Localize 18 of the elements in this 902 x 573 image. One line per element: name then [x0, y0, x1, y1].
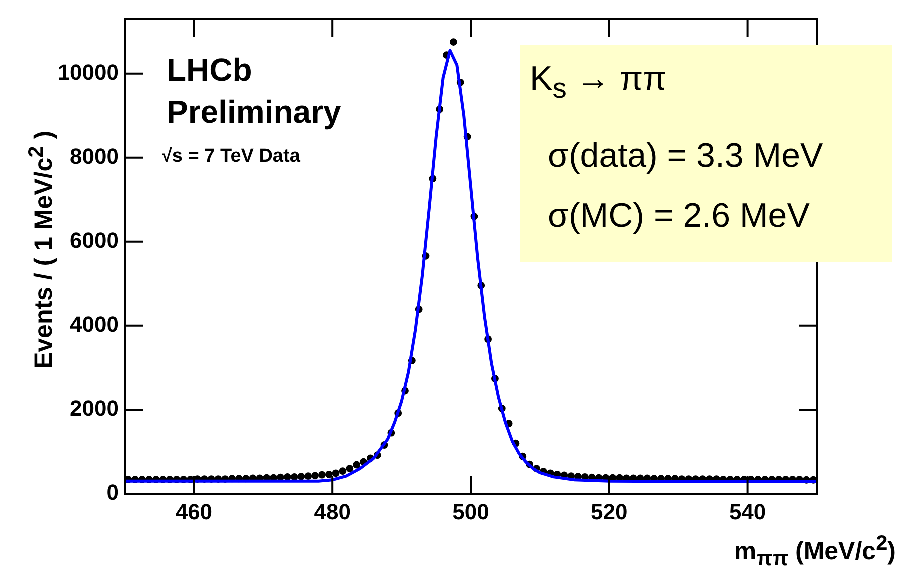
annotation: σ(MC) = 2.6 MeV [548, 197, 810, 236]
y-tick-label: 4000 [70, 312, 119, 337]
x-tick-label: 500 [452, 499, 490, 524]
x-tick-label: 540 [729, 499, 766, 524]
annotation: Preliminary [167, 94, 342, 131]
annotation: K$_{s}$ → ππ [530, 60, 667, 106]
x-tick-label: 520 [591, 499, 628, 524]
y-tick-label: 0 [106, 480, 119, 506]
y-tick-label: 10000 [58, 60, 119, 85]
y-tick-label: 8000 [70, 144, 119, 169]
y-tick-label: 6000 [70, 228, 119, 253]
annotation: LHCb [167, 52, 252, 89]
y-tick-label: 2000 [70, 396, 119, 422]
x-tick-label: 460 [176, 499, 213, 524]
annotation: σ(data) = 3.3 MeV [548, 137, 824, 176]
x-tick-label: 480 [314, 499, 351, 524]
annotation: √s = 7 TeV Data [162, 146, 300, 168]
x-axis-title: m$_{ππ}$ (MeV/c$^{2}$) [734, 532, 896, 572]
